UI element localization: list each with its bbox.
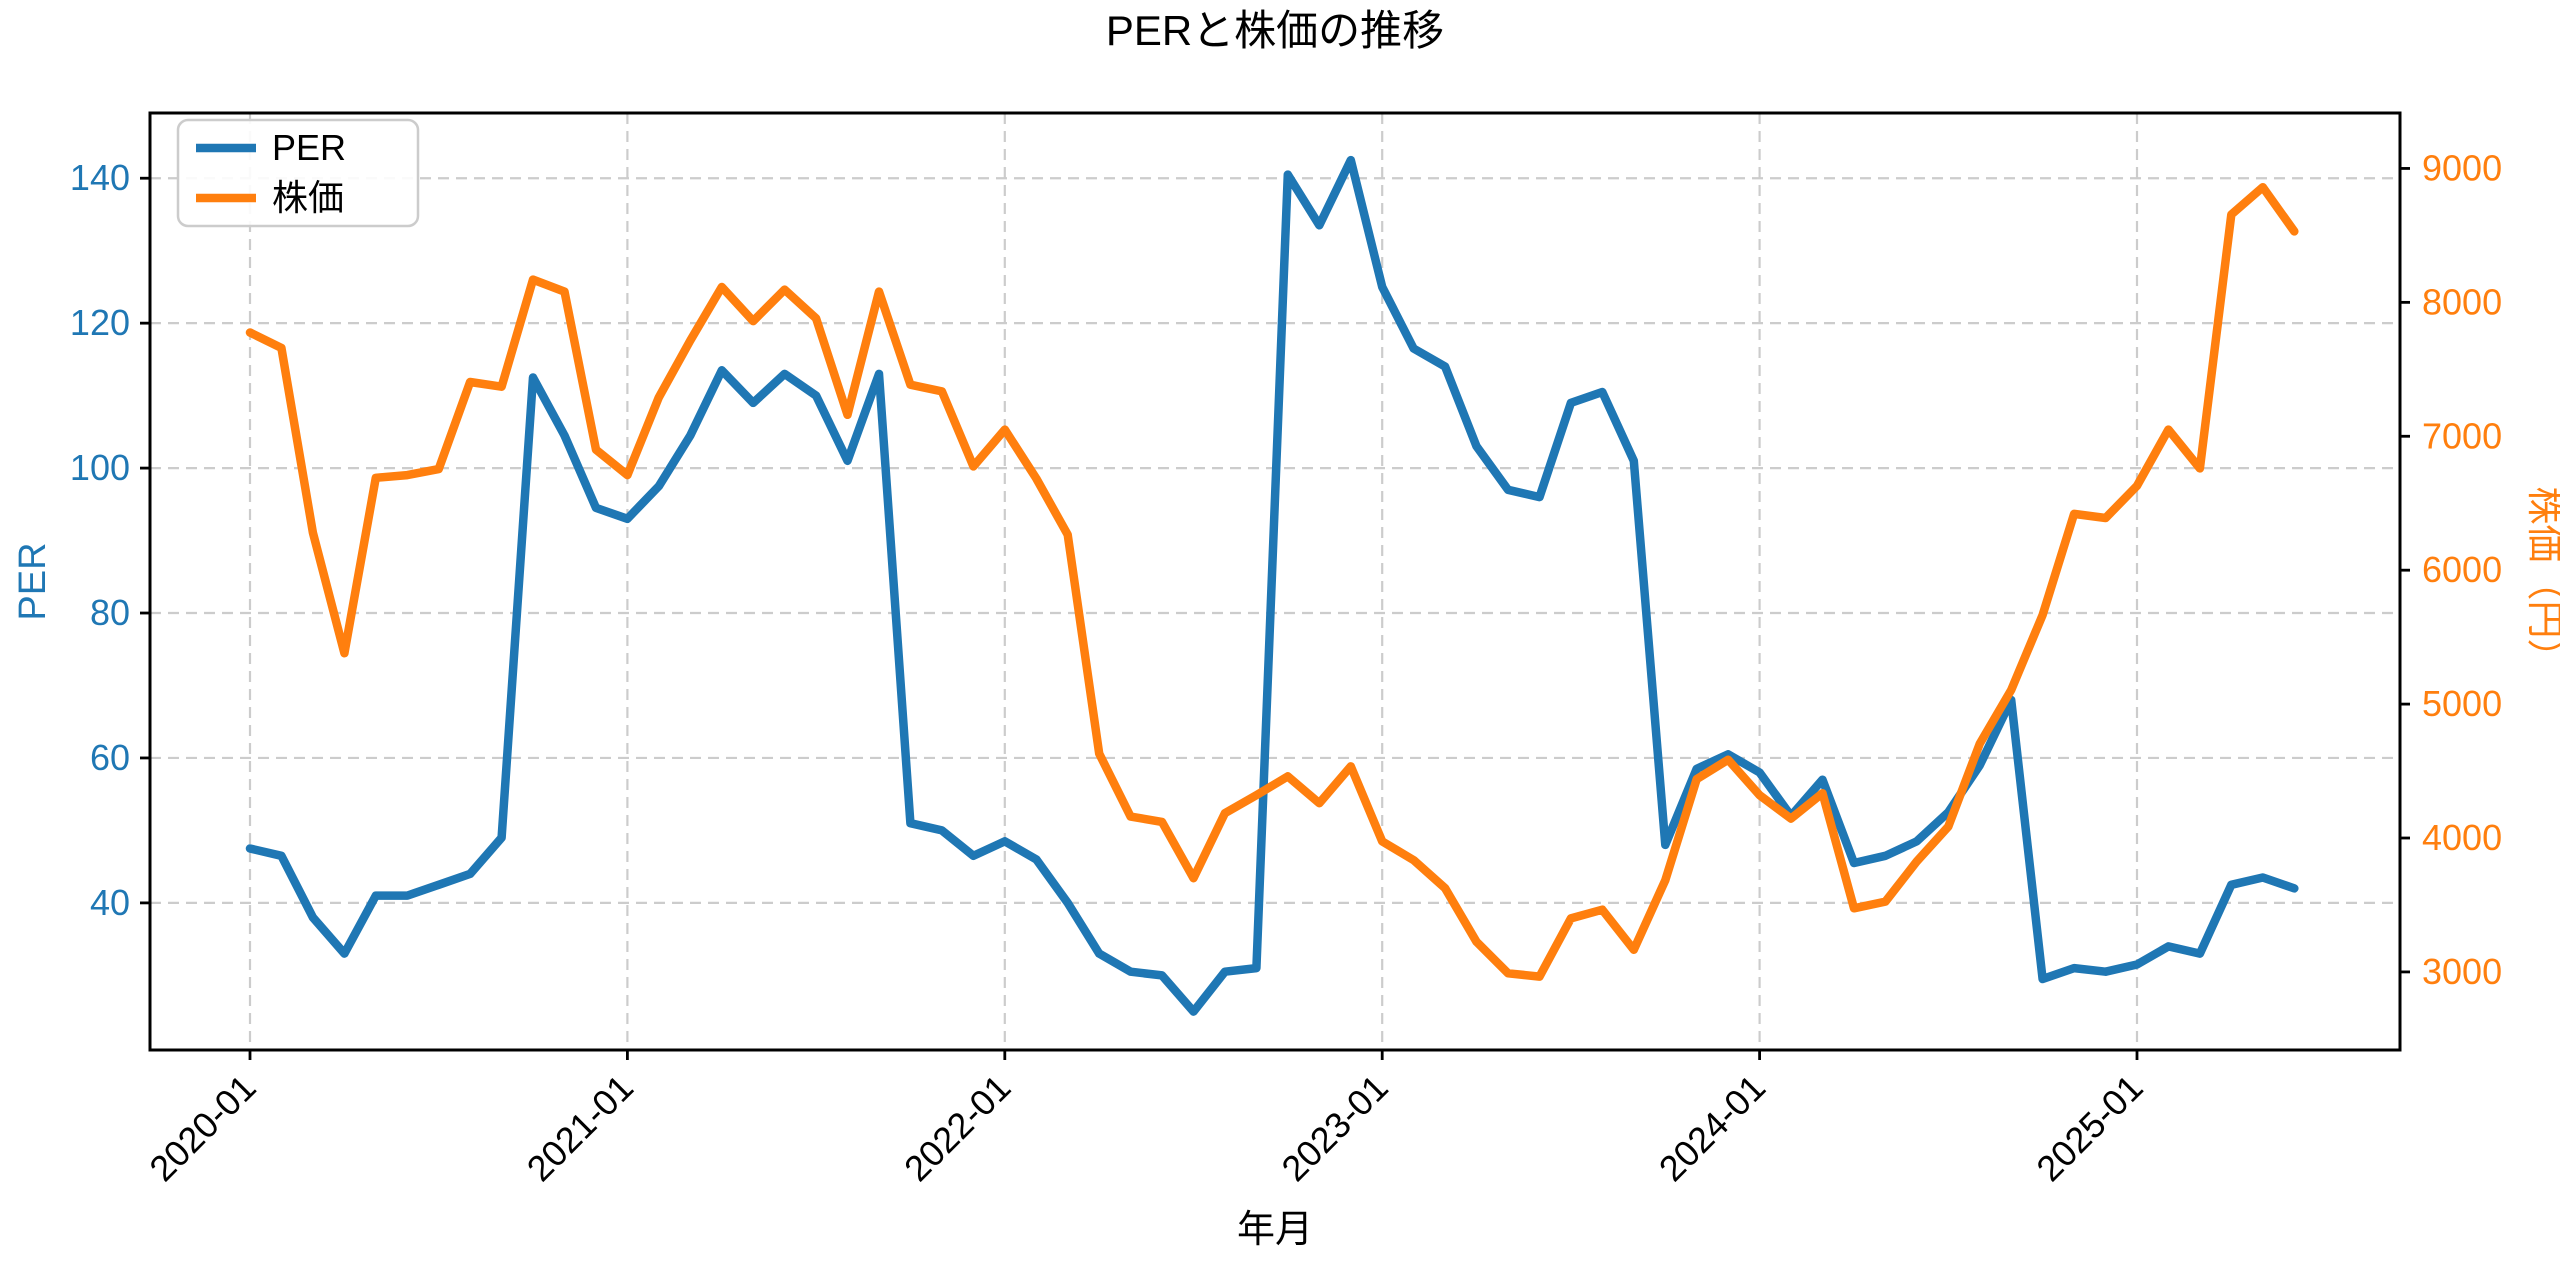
right-tick-label: 6000 (2422, 549, 2502, 590)
chart-title: PERと株価の推移 (1106, 7, 1444, 54)
left-tick-label: 40 (90, 882, 130, 923)
right-tick-label: 5000 (2422, 683, 2502, 724)
right-tick-label: 3000 (2422, 951, 2502, 992)
left-tick-label: 80 (90, 592, 130, 633)
ticks (140, 167, 2410, 1060)
left-tick-label: 100 (70, 447, 130, 488)
plot-border (148, 111, 2402, 1052)
legend: PER 株価 (176, 118, 420, 228)
line-株価 (245, 182, 2299, 981)
left-tick-label: 60 (90, 737, 130, 778)
right-axis-label: 株価（円） (2523, 486, 2560, 676)
right-tick-label: 9000 (2422, 147, 2502, 188)
legend-label: PER (272, 127, 346, 168)
x-axis-label: 年月 (1237, 1209, 1313, 1251)
right-tick-label: 4000 (2422, 817, 2502, 858)
left-tick-label: 120 (70, 302, 130, 343)
right-tick-label: 7000 (2422, 415, 2502, 456)
series-lines (245, 155, 2299, 1016)
right-tick-label: 8000 (2422, 281, 2502, 322)
left-tick-label: 140 (70, 157, 130, 198)
legend-label: 株価 (272, 177, 344, 218)
left-axis-label: PER (12, 542, 54, 620)
